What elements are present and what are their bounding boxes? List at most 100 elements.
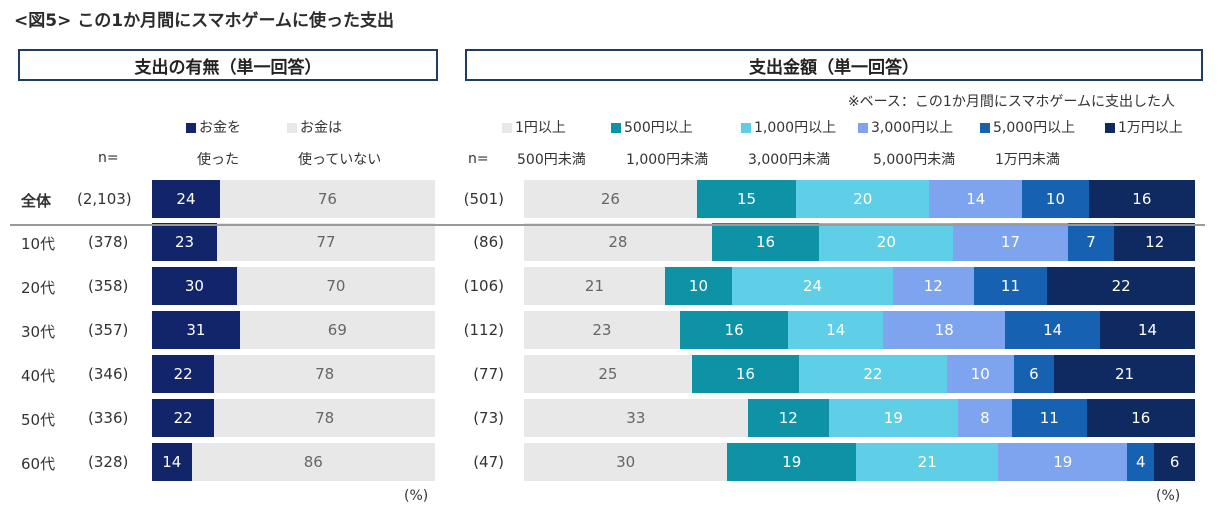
right-bar-segment: 10 (946, 355, 1014, 393)
right-bar-segment: 17 (953, 223, 1068, 261)
right-bar-segment: 28 (524, 223, 712, 261)
right-bar-segment: 16 (1088, 180, 1195, 218)
right-bar-segment: 14 (1100, 311, 1195, 349)
legend-label: 1万円以上 (1118, 120, 1183, 136)
row-category-label: 50代 (21, 411, 56, 429)
legend-label: 3,000円以上 (871, 120, 954, 136)
row-n-left: (378) (88, 233, 129, 251)
right-bar-segment: 12 (747, 399, 829, 437)
left-bar-segment: 22 (152, 399, 215, 437)
legend-swatch (502, 123, 512, 133)
legend-swatch (741, 123, 751, 133)
right-bar-segment: 22 (1047, 267, 1195, 305)
right-bar-segment: 7 (1067, 223, 1115, 261)
right-n-header: n= (468, 151, 489, 167)
right-bar-segment: 20 (819, 223, 954, 261)
row-n-left: (2,103) (77, 190, 132, 208)
legend-label-line2: 使った (197, 152, 239, 168)
legend-swatch (186, 123, 196, 133)
row-n-left: (346) (88, 365, 129, 383)
right-bar-segment: 23 (524, 311, 680, 349)
right-panel-header: 支出金額（単一回答） (465, 49, 1203, 81)
right-bar-segment: 6 (1154, 443, 1195, 481)
row-n-right: (73) (473, 409, 504, 427)
total-divider-line (10, 224, 1205, 226)
row-category-label: 20代 (21, 279, 56, 297)
right-bar-segment: 4 (1127, 443, 1155, 481)
right-bar-segment: 20 (796, 180, 930, 218)
row-category-label: 全体 (21, 192, 52, 210)
legend-label-line2: 5,000円未満 (873, 152, 956, 168)
base-note: ※ベース：この1か月間にスマホゲームに支出した人 (847, 94, 1175, 110)
right-bar-segment: 16 (1086, 399, 1195, 437)
right-bar-segment: 14 (929, 180, 1023, 218)
left-panel-header: 支出の有無（単一回答） (18, 49, 438, 81)
right-bar-segment: 12 (1114, 223, 1195, 261)
right-bar-segment: 22 (799, 355, 947, 393)
row-category-label: 10代 (21, 235, 56, 253)
row-n-right: (112) (463, 321, 504, 339)
legend-label: 5,000円以上 (993, 120, 1076, 136)
right-bar-segment: 19 (727, 443, 857, 481)
row-n-left: (328) (88, 453, 129, 471)
right-bar-segment: 21 (524, 267, 665, 305)
row-n-right: (106) (463, 277, 504, 295)
right-bar-segment: 25 (524, 355, 692, 393)
row-n-left: (357) (88, 321, 129, 339)
right-bar-segment: 26 (524, 180, 697, 218)
right-bar-segment: 33 (524, 399, 748, 437)
legend-label-line2: 3,000円未満 (748, 152, 831, 168)
left-bar-segment: 69 (239, 311, 435, 349)
figure-title: <図5> この1か月間にスマホゲームに使った支出 (14, 11, 395, 31)
left-bar-segment: 76 (219, 180, 435, 218)
right-bar-segment: 15 (696, 180, 797, 218)
right-unit-label: (%) (1156, 488, 1181, 504)
right-bar-segment: 14 (1005, 311, 1101, 349)
left-bar-segment: 24 (152, 180, 220, 218)
left-bar-segment: 78 (214, 399, 435, 437)
left-bar-segment: 22 (152, 355, 215, 393)
legend-label-line2: 使っていない (298, 152, 382, 168)
right-bar-segment: 30 (524, 443, 728, 481)
left-bar-segment: 31 (152, 311, 240, 349)
right-bar-segment: 24 (732, 267, 894, 305)
legend-label-line2: 1,000円未満 (626, 152, 709, 168)
legend-swatch (287, 123, 297, 133)
right-bar-segment: 16 (679, 311, 789, 349)
left-bar-segment: 14 (152, 443, 192, 481)
legend-label: お金は (300, 120, 342, 136)
right-bar-segment: 21 (856, 443, 999, 481)
left-legend-item: お金を (186, 114, 241, 142)
legend-label: 1円以上 (515, 120, 566, 136)
row-category-label: 40代 (21, 367, 56, 385)
row-n-right: (47) (473, 453, 504, 471)
right-bar-segment: 11 (973, 267, 1048, 305)
legend-swatch (611, 123, 621, 133)
left-n-header: n= (98, 150, 119, 166)
right-bar-segment: 19 (829, 399, 958, 437)
left-unit-label: (%) (404, 488, 429, 504)
right-legend-item: 1,000円以上 (741, 114, 836, 142)
right-bar-segment: 11 (1012, 399, 1087, 437)
right-legend-item: 5,000円以上 (980, 114, 1075, 142)
left-bar-segment: 30 (152, 267, 237, 305)
right-bar-segment: 12 (893, 267, 974, 305)
left-legend-item: お金は (287, 114, 342, 142)
right-legend-item: 1万円以上 (1105, 114, 1183, 142)
legend-swatch (980, 123, 990, 133)
legend-label-line2: 500円未満 (517, 152, 586, 168)
legend-label: 1,000円以上 (754, 120, 837, 136)
row-category-label: 30代 (21, 323, 56, 341)
row-n-right: (86) (473, 233, 504, 251)
right-bar-segment: 16 (711, 223, 820, 261)
left-bar-segment: 23 (152, 223, 218, 261)
right-legend-item: 3,000円以上 (858, 114, 953, 142)
right-bar-segment: 18 (883, 311, 1006, 349)
right-bar-segment: 10 (1022, 180, 1089, 218)
right-bar-segment: 10 (664, 267, 732, 305)
legend-swatch (858, 123, 868, 133)
row-n-left: (358) (88, 277, 129, 295)
right-bar-segment: 6 (1013, 355, 1055, 393)
legend-label: 500円以上 (624, 120, 693, 136)
legend-label: お金を (199, 120, 241, 136)
